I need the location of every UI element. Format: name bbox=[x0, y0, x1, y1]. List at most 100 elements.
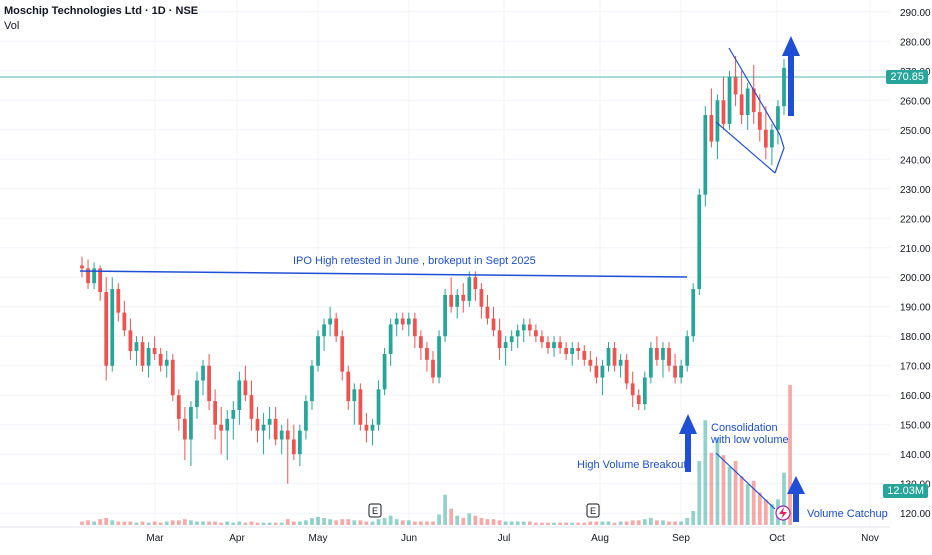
volume-bar bbox=[358, 520, 363, 525]
x-tick-label: Jun bbox=[401, 533, 417, 544]
volume-bar bbox=[770, 504, 774, 525]
candle-body bbox=[521, 324, 526, 331]
volume-bar bbox=[552, 522, 556, 525]
svg-text:E: E bbox=[372, 506, 378, 516]
volume-bar bbox=[673, 521, 677, 525]
volume-bar bbox=[461, 518, 466, 525]
price-axis[interactable]: 120.00130.00140.00150.00160.00170.00180.… bbox=[900, 8, 931, 520]
volume-bar bbox=[146, 522, 151, 525]
volume-bar bbox=[370, 521, 375, 525]
volume-bar bbox=[679, 521, 683, 525]
svg-text:E: E bbox=[590, 506, 596, 516]
volume-bar bbox=[273, 522, 278, 525]
y-tick-label: 280.00 bbox=[900, 37, 931, 48]
candle-body bbox=[406, 318, 411, 325]
candle-body bbox=[564, 348, 569, 354]
volume-bar bbox=[304, 520, 308, 525]
symbol-title[interactable]: Moschip Technologies Ltd · 1D · NSE bbox=[4, 5, 199, 17]
volume-bar bbox=[558, 522, 562, 525]
candle-body bbox=[576, 348, 581, 351]
candle-body bbox=[140, 342, 145, 366]
volume-bar bbox=[80, 521, 84, 525]
volume-bar bbox=[606, 521, 611, 525]
candle-body bbox=[370, 424, 375, 431]
candle-body bbox=[340, 336, 345, 372]
earnings-marker-aug[interactable]: E bbox=[586, 503, 600, 518]
volume-bar bbox=[412, 521, 417, 525]
volume-bar bbox=[201, 521, 205, 525]
volume-bar bbox=[497, 520, 502, 525]
candle-body bbox=[739, 94, 744, 116]
volume-bar bbox=[437, 514, 441, 525]
y-tick-label: 230.00 bbox=[900, 185, 931, 196]
volume-bar bbox=[540, 522, 544, 525]
volume-bar bbox=[176, 520, 181, 525]
volume-bar bbox=[255, 522, 260, 525]
volume-bar bbox=[86, 520, 90, 525]
candle-body bbox=[116, 289, 121, 313]
candle-body bbox=[449, 294, 454, 307]
candle-body bbox=[527, 324, 532, 331]
volume-label[interactable]: Vol bbox=[4, 20, 20, 32]
candle-body bbox=[497, 330, 502, 349]
candle-body bbox=[509, 336, 514, 343]
volume-bar bbox=[564, 522, 569, 525]
candle-body bbox=[364, 424, 369, 431]
candle-body bbox=[183, 418, 187, 440]
flag-channel-close bbox=[774, 134, 785, 174]
volume-bar bbox=[98, 519, 103, 525]
volume-bar bbox=[406, 520, 411, 525]
candle-body bbox=[709, 115, 714, 142]
volume-bar bbox=[515, 521, 520, 525]
candle-body bbox=[176, 395, 181, 419]
candle-body bbox=[679, 365, 683, 378]
candle-body bbox=[388, 324, 393, 354]
x-tick-label: Apr bbox=[229, 533, 245, 544]
candle-body bbox=[618, 359, 623, 366]
consolidation-text-2: with low volume bbox=[710, 434, 789, 446]
volume-bar bbox=[431, 521, 435, 525]
candle-body bbox=[249, 395, 254, 419]
y-tick-label: 250.00 bbox=[900, 126, 931, 137]
volume-bar bbox=[594, 521, 599, 525]
volume-bar bbox=[582, 522, 587, 525]
ipo-resistance-line bbox=[79, 270, 688, 278]
candle-body bbox=[673, 365, 677, 378]
earnings-marker-jun[interactable]: E bbox=[368, 503, 382, 518]
volume-bar bbox=[600, 521, 605, 525]
volume-bar bbox=[243, 522, 248, 525]
volume-bar bbox=[642, 519, 647, 525]
candle-body bbox=[425, 348, 429, 360]
volume-bar bbox=[527, 521, 532, 525]
candle-body bbox=[322, 324, 326, 337]
candle-body bbox=[104, 291, 109, 366]
volume-bar bbox=[576, 522, 581, 525]
candle-body bbox=[267, 418, 272, 425]
volume-bar bbox=[110, 520, 115, 525]
candle-body bbox=[697, 194, 702, 290]
y-tick-label: 150.00 bbox=[900, 421, 931, 432]
candle-body bbox=[213, 401, 218, 425]
volume-bar bbox=[491, 519, 496, 525]
time-axis[interactable]: Mar Apr May Jun Jul Aug Sep Oct Nov bbox=[0, 526, 890, 544]
candle-body bbox=[170, 359, 175, 396]
candle-body bbox=[455, 294, 460, 307]
candle-body bbox=[763, 129, 768, 148]
candle-body bbox=[437, 336, 441, 378]
candle-body bbox=[346, 371, 351, 402]
candle-body bbox=[515, 330, 520, 337]
volume-bar bbox=[485, 519, 490, 525]
candle-body bbox=[727, 76, 732, 124]
x-tick-label: Aug bbox=[591, 533, 609, 544]
volume-bar bbox=[612, 522, 617, 525]
candle-body bbox=[195, 380, 199, 408]
volume-bar bbox=[715, 437, 720, 525]
volume-bar bbox=[648, 518, 653, 525]
candle-body bbox=[655, 348, 659, 360]
flash-icon[interactable] bbox=[775, 505, 791, 521]
candle-body bbox=[237, 380, 242, 410]
candle-body bbox=[594, 365, 599, 378]
volume-bar bbox=[340, 519, 345, 525]
